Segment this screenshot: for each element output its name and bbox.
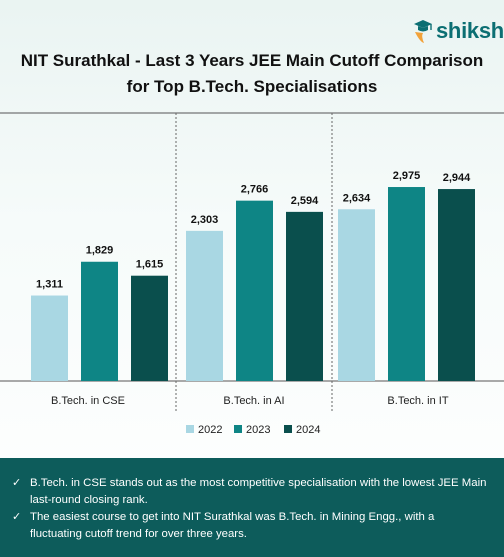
data-label: 2,944 bbox=[443, 172, 471, 184]
bar-2022 bbox=[186, 230, 223, 381]
insights-panel: ✓ B.Tech. in CSE stands out as the most … bbox=[0, 458, 504, 557]
bar-2022 bbox=[31, 295, 68, 381]
data-label: 1,615 bbox=[136, 259, 164, 271]
category-label: B.Tech. in IT bbox=[387, 395, 448, 407]
check-mark-icon: ✓ bbox=[12, 477, 22, 489]
legend-label: 2023 bbox=[246, 424, 270, 436]
legend-label: 2022 bbox=[198, 424, 222, 436]
insight-text: B.Tech. in CSE stands out as the most co… bbox=[30, 477, 487, 506]
bar-2022 bbox=[338, 209, 375, 381]
shiksha-logo: shiksha bbox=[412, 16, 504, 46]
bar-2024 bbox=[438, 189, 475, 381]
data-label: 2,594 bbox=[291, 195, 319, 207]
data-label: 2,303 bbox=[191, 214, 219, 226]
data-label: 2,975 bbox=[393, 170, 421, 182]
category-label: B.Tech. in AI bbox=[223, 395, 284, 407]
chart-title-line-1: NIT Surathkal - Last 3 Years JEE Main Cu… bbox=[20, 51, 484, 70]
insight-text: The easiest course to get into NIT Surat… bbox=[30, 511, 435, 540]
data-label: 1,829 bbox=[86, 245, 114, 257]
bar-chart: 1,311 1,829 1,615 2,303 2,766 2,594 2,634 2,975… bbox=[0, 112, 504, 436]
legend-swatch bbox=[284, 425, 292, 433]
chart-title-line-2: for Top B.Tech. Specialisations bbox=[126, 77, 378, 96]
chart-title: NIT Surathkal - Last 3 Years JEE Main Cu… bbox=[0, 48, 504, 100]
insight-item: ✓ B.Tech. in CSE stands out as the most … bbox=[12, 475, 488, 508]
check-mark-icon: ✓ bbox=[12, 511, 22, 523]
legend-label: 2024 bbox=[296, 424, 320, 436]
bar-2024 bbox=[131, 275, 168, 381]
logo-text: shiksha bbox=[436, 18, 504, 43]
legend-swatch bbox=[234, 425, 242, 433]
bar-2024 bbox=[286, 211, 323, 381]
bar-2023 bbox=[388, 187, 425, 381]
data-label: 2,634 bbox=[343, 192, 371, 204]
insight-item: ✓ The easiest course to get into NIT Sur… bbox=[12, 509, 488, 542]
graduate-cap-icon bbox=[414, 20, 432, 43]
bar-2023 bbox=[236, 200, 273, 381]
data-label: 2,766 bbox=[241, 184, 269, 196]
legend-swatch bbox=[186, 425, 194, 433]
bar-2023 bbox=[81, 261, 118, 381]
data-label: 1,311 bbox=[36, 279, 63, 291]
category-label: B.Tech. in CSE bbox=[51, 395, 125, 407]
